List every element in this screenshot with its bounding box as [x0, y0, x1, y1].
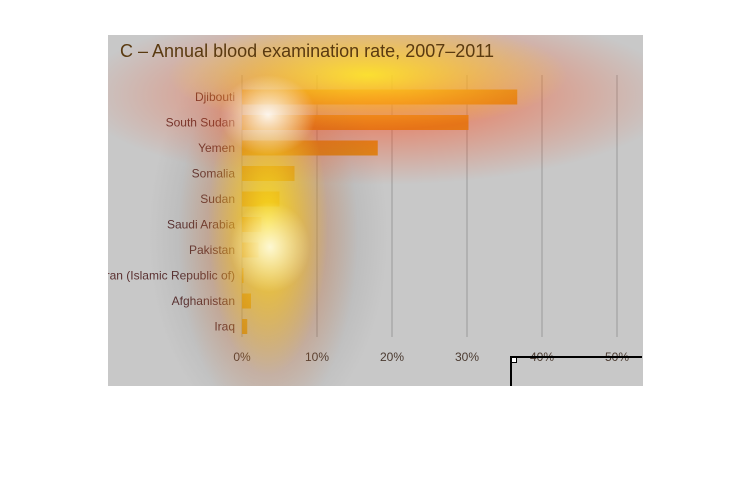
category-label: Saudi Arabia [167, 218, 235, 232]
bar [242, 166, 295, 181]
category-label: Yemen [198, 141, 235, 155]
x-tick-label: 10% [305, 350, 329, 364]
category-label: Pakistan [189, 243, 235, 257]
category-labels: Djibouti South Sudan Yemen Somalia Sudan Saud… [108, 90, 235, 334]
category-label: Iraq [214, 320, 235, 334]
bar [242, 319, 248, 334]
x-tick-label: 20% [380, 350, 404, 364]
category-label: Somalia [192, 167, 236, 181]
bar [242, 89, 518, 105]
x-tick-label: 0% [233, 350, 251, 364]
category-label: Djibouti [195, 90, 235, 104]
x-tick-label: 30% [455, 350, 479, 364]
grid-lines [241, 75, 618, 337]
bar [242, 115, 469, 130]
bar [242, 293, 251, 309]
chart-panel: Djibouti South Sudan Yemen Somalia Sudan Saud… [108, 35, 643, 386]
selection-cursor-bracket [510, 356, 642, 386]
bars [242, 89, 518, 334]
chart-title: C – Annual blood examination rate, 2007–… [120, 41, 494, 61]
cursor-handle [511, 357, 517, 363]
chart-plot: Djibouti South Sudan Yemen Somalia Sudan Saud… [108, 75, 629, 364]
category-label: Afghanistan [172, 294, 235, 308]
bar [242, 242, 259, 258]
category-label: Sudan [200, 192, 235, 206]
category-label: Iran (Islamic Republic of) [108, 269, 235, 283]
bar [242, 268, 244, 283]
bar [242, 191, 280, 207]
bar [242, 217, 262, 232]
category-label: South Sudan [166, 116, 235, 130]
bar [242, 140, 378, 156]
